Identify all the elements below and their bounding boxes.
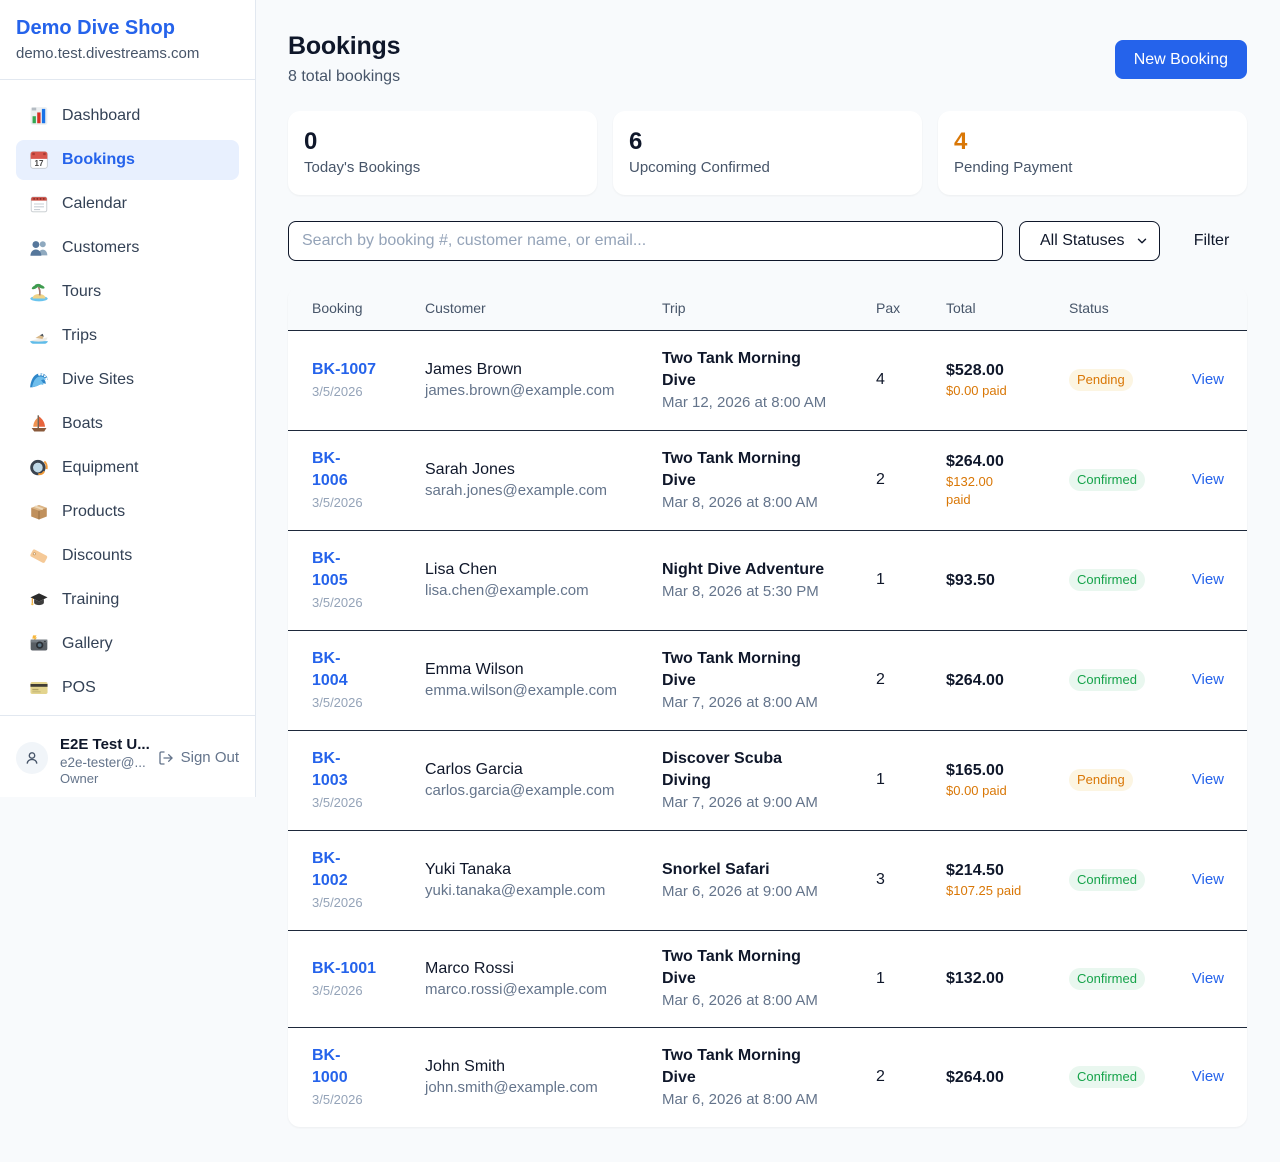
svg-text:17: 17 (35, 159, 44, 168)
